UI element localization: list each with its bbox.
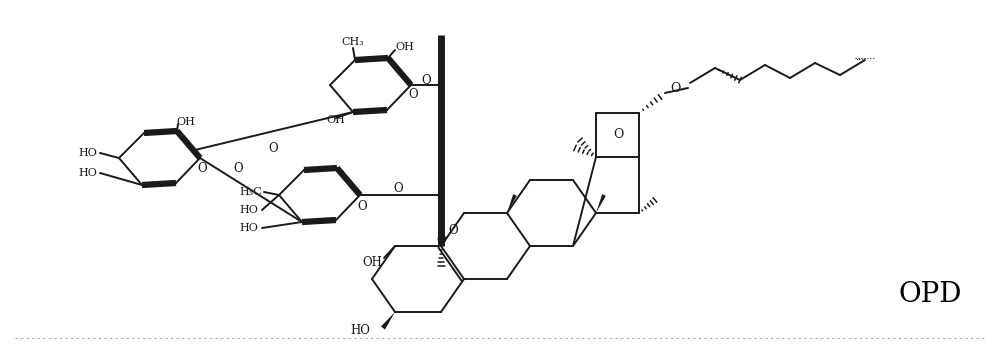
- Polygon shape: [507, 194, 517, 213]
- Polygon shape: [381, 312, 395, 329]
- Text: O: O: [268, 142, 278, 155]
- Text: O: O: [197, 162, 207, 174]
- Text: O: O: [393, 182, 403, 194]
- Text: O: O: [613, 128, 623, 142]
- Text: O: O: [448, 224, 458, 237]
- Polygon shape: [596, 194, 606, 213]
- Text: OH: OH: [327, 115, 345, 125]
- Text: OH: OH: [176, 117, 195, 127]
- Text: HO: HO: [239, 223, 258, 233]
- Text: O: O: [421, 73, 431, 86]
- Text: HO: HO: [239, 205, 258, 215]
- Text: O: O: [233, 162, 243, 174]
- Text: O: O: [408, 89, 418, 101]
- Text: OH: OH: [362, 255, 382, 268]
- Text: OPD: OPD: [898, 282, 962, 309]
- Text: O: O: [670, 82, 680, 94]
- Text: O: O: [357, 200, 367, 213]
- Text: HO: HO: [78, 168, 97, 178]
- Text: OH: OH: [395, 42, 414, 52]
- Text: HO: HO: [78, 148, 97, 158]
- Text: O: O: [436, 234, 446, 246]
- Text: H₃C: H₃C: [239, 187, 262, 197]
- Text: HO: HO: [350, 324, 370, 337]
- Text: CH₃: CH₃: [342, 37, 364, 47]
- Text: ...: ...: [855, 53, 865, 62]
